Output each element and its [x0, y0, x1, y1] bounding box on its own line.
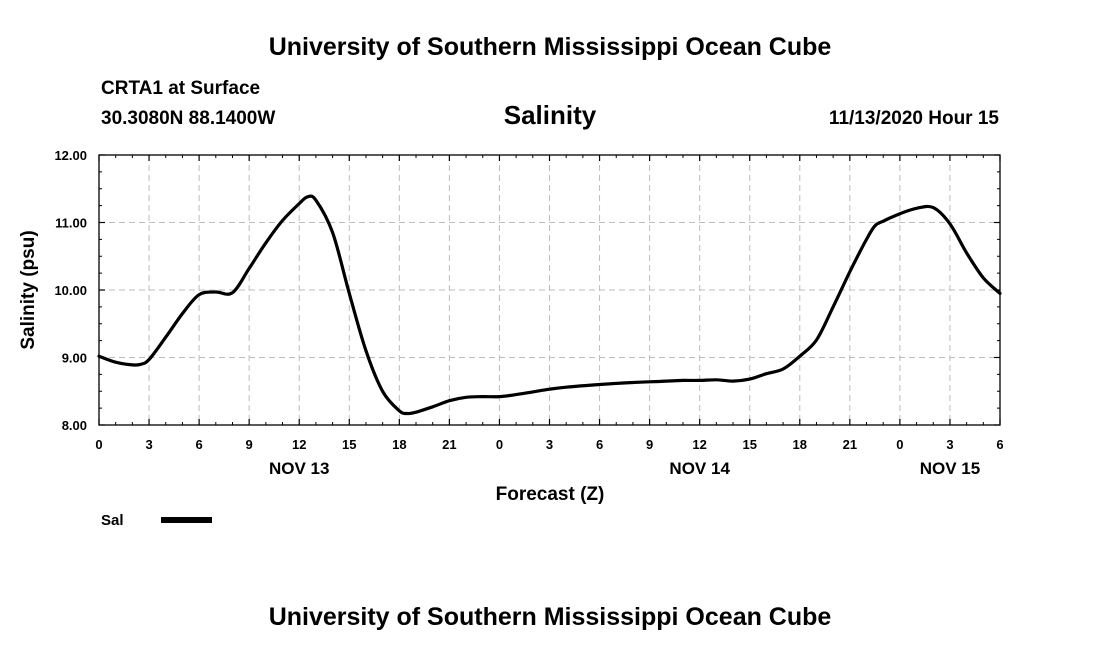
- coordinates-label: 30.3080N 88.1400W: [101, 108, 275, 129]
- timestamp-label: 11/13/2020 Hour 15: [829, 108, 999, 129]
- x-tick-label: 0: [95, 437, 102, 452]
- x-tick-label: 3: [145, 437, 152, 452]
- x-tick-label: 6: [996, 437, 1003, 452]
- y-tick-label: 12.00: [54, 148, 87, 163]
- axis-tick-labels: 0 3 6 9 12 15 18 21 0 3 6 9 12 15 18 21 0 3 6 8.00 9.00 10.00…: [54, 148, 1003, 478]
- series-line-sal: [97, 194, 1002, 416]
- x-tick-label: 6: [195, 437, 202, 452]
- legend-label: Sal: [101, 512, 124, 529]
- x-tick-label: 12: [692, 437, 706, 452]
- x-tick-label: 21: [442, 437, 456, 452]
- chart-title: Salinity: [504, 100, 597, 130]
- date-label: NOV 14: [669, 459, 730, 478]
- x-tick-label: 21: [843, 437, 857, 452]
- y-tick-label: 11.00: [55, 216, 87, 231]
- footer-institution-title: University of Southern Mississippi Ocean…: [269, 603, 832, 631]
- x-tick-label: 0: [896, 437, 903, 452]
- y-tick-label: 8.00: [62, 418, 87, 433]
- x-tick-label: 15: [342, 437, 356, 452]
- x-tick-label: 12: [292, 437, 306, 452]
- x-tick-label: 3: [546, 437, 553, 452]
- date-label: NOV 13: [269, 459, 329, 478]
- y-axis-label: Salinity (psu): [18, 230, 39, 349]
- x-tick-label: 9: [246, 437, 253, 452]
- date-label: NOV 15: [920, 459, 980, 478]
- x-tick-label: 9: [646, 437, 653, 452]
- plot-frame: [98, 154, 1001, 426]
- station-label: CRTA1 at Surface: [101, 78, 260, 99]
- x-tick-label: 0: [496, 437, 503, 452]
- x-tick-label: 18: [392, 437, 406, 452]
- institution-title: University of Southern Mississippi Ocean…: [269, 33, 832, 61]
- x-tick-label: 18: [793, 437, 807, 452]
- x-axis-label: Forecast (Z): [496, 484, 605, 505]
- x-tick-label: 15: [742, 437, 756, 452]
- y-tick-label: 10.00: [54, 283, 87, 298]
- x-tick-label: 3: [946, 437, 953, 452]
- x-tick-label: 6: [596, 437, 603, 452]
- y-tick-label: 9.00: [62, 351, 87, 366]
